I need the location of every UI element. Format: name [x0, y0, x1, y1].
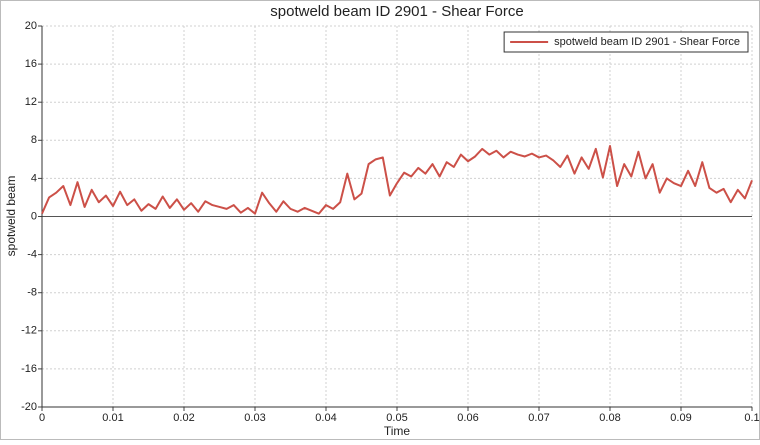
y-axis-label: spotweld beam [4, 176, 18, 257]
x-axis-label: Time [384, 424, 411, 438]
y-tick-label: -20 [21, 401, 37, 413]
y-tick-label: -16 [21, 363, 37, 375]
x-tick-label: 0 [39, 412, 45, 424]
x-tick-label: 0.1 [744, 412, 759, 424]
x-tick-label: 0.01 [102, 412, 123, 424]
y-tick-label: 0 [31, 210, 37, 222]
data-line [41, 145, 753, 215]
x-tick-label: 0.05 [386, 412, 407, 424]
x-tick-label: 0.09 [670, 412, 691, 424]
x-tick-label: 0.03 [244, 412, 265, 424]
y-tick-label: 4 [31, 172, 37, 184]
x-tick-label: 0.02 [173, 412, 194, 424]
x-tick-label: 0.08 [599, 412, 620, 424]
y-tick-label: -8 [27, 287, 37, 299]
y-tick-label: 12 [25, 96, 37, 108]
legend-box [503, 31, 749, 53]
x-tick-label: 0.06 [457, 412, 478, 424]
legend-label: spotweld beam ID 2901 - Shear Force [554, 36, 740, 48]
y-tick-label: 16 [25, 58, 37, 70]
y-tick-label: -4 [27, 249, 37, 261]
y-tick-label: 20 [25, 20, 37, 32]
x-tick-label: 0.04 [315, 412, 336, 424]
y-tick-label: -12 [21, 325, 37, 337]
y-tick-label: 8 [31, 134, 37, 146]
chart-title: spotweld beam ID 2901 - Shear Force [270, 3, 523, 20]
x-tick-label: 0.07 [528, 412, 549, 424]
